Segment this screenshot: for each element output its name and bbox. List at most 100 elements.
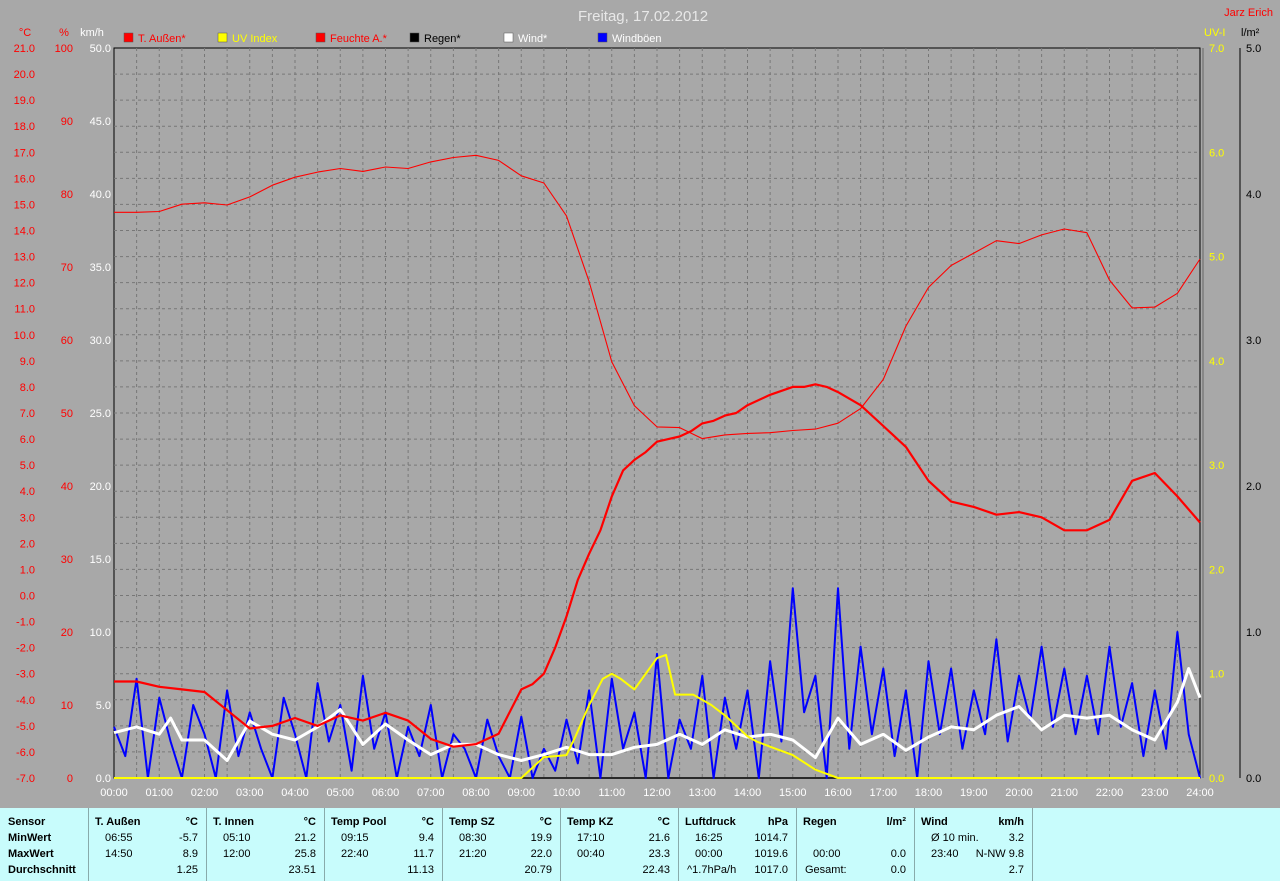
celsius-tick-label: 0.0 [20,591,35,603]
legend-label: Wind* [518,33,548,45]
percent-tick-label: 30 [61,554,73,566]
x-tick-label: 04:00 [281,787,309,799]
stats-column: Temp KZ °C 17:10 21.6 00:40 23.3 22.43 [561,808,679,881]
uv-tick-label: 1.0 [1209,669,1224,681]
max-value: 22.0 [530,848,552,860]
legend-label: UV Index [232,33,278,45]
column-unit: °C [303,816,316,828]
max-value: 25.8 [294,848,316,860]
column-name: Luftdruck [685,816,736,828]
legend-swatch [217,32,228,43]
avg-value: 0.0 [890,864,906,876]
stats-column: Regen l/m² 00:00 0.0 Gesamt: 0.0 [797,808,915,881]
stats-column: Luftdruck hPa 16:25 1014.7 00:00 1019.6 ^1.7hP… [679,808,797,881]
percent-tick-label: 70 [61,262,73,274]
legend-item: Regen* [409,32,461,45]
avg-value: 2.7 [1008,864,1024,876]
celsius-tick-label: 2.0 [20,538,35,550]
column-unit: hPa [767,816,788,828]
celsius-tick-label: -4.0 [16,695,35,707]
celsius-tick-label: -3.0 [16,669,35,681]
max-value: N-NW 9.8 [975,848,1024,860]
percent-tick-label: 90 [61,116,73,128]
kmh-tick-label: 5.0 [96,700,111,712]
x-tick-label: 06:00 [372,787,400,799]
x-tick-label: 11:00 [598,787,625,799]
celsius-tick-label: 15.0 [14,199,35,211]
celsius-tick-label: 3.0 [20,512,35,524]
rain-tick-label: 2.0 [1246,481,1261,493]
column-name: Temp Pool [331,816,387,828]
stats-column: Temp SZ °C 08:30 19.9 21:20 22.0 20.79 [443,808,561,881]
min-value: 21.6 [648,832,670,844]
x-tick-label: 09:00 [507,787,535,799]
stats-column: T. Außen °C 06:55 -5.7 14:50 8.9 1.25 [89,808,207,881]
celsius-tick-label: -6.0 [16,747,35,759]
x-tick-label: 12:00 [643,787,671,799]
x-tick-label: 10:00 [553,787,581,799]
celsius-tick-label: -2.0 [16,643,35,655]
celsius-tick-label: 9.0 [20,356,35,368]
x-tick-label: 07:00 [417,787,445,799]
x-tick-label: 16:00 [824,787,852,799]
x-tick-label: 05:00 [326,787,354,799]
legend-label: Regen* [424,33,461,45]
uv-tick-label: 3.0 [1209,460,1224,472]
stats-column: T. Innen °C 05:10 21.2 12:00 25.8 23.51 [207,808,325,881]
x-tick-label: 22:00 [1096,787,1124,799]
percent-tick-label: 80 [61,189,73,201]
series-line-uv-index [114,653,1200,779]
min-value: 3.2 [1008,832,1024,844]
celsius-tick-label: 14.0 [14,226,35,238]
min-time: 08:30 [459,832,487,844]
min-time: 06:55 [105,832,133,844]
uv-tick-label: 2.0 [1209,564,1224,576]
max-time: 21:20 [459,848,487,860]
x-tick-label: 19:00 [960,787,988,799]
max-value: 8.9 [182,848,198,860]
max-time: 12:00 [223,848,251,860]
min-time: 17:10 [577,832,605,844]
legend-label: Windböen [612,33,662,45]
kmh-tick-label: 50.0 [90,43,111,55]
celsius-tick-label: 6.0 [20,434,35,446]
min-time: 05:10 [223,832,251,844]
avg-value: 1.25 [176,864,198,876]
celsius-tick-label: 18.0 [14,121,35,133]
percent-tick-label: 60 [61,335,73,347]
celsius-tick-label: 5.0 [20,460,35,472]
row-label-min: MinWert [8,832,52,844]
column-unit: °C [421,816,434,828]
uv-tick-label: 0.0 [1209,773,1224,785]
max-value: 0.0 [890,848,906,860]
avg-value: 1017.0 [754,864,788,876]
x-tick-label: 14:00 [734,787,762,799]
rain-tick-label: 1.0 [1246,627,1261,639]
x-tick-label: 15:00 [779,787,807,799]
series-line-feuchte-a [114,154,1201,440]
row-label-max: MaxWert [8,848,54,860]
rain-tick-label: 4.0 [1246,189,1261,201]
uv-unit-label: UV-I [1204,27,1225,39]
axes: 00:00 01:00 02:00 03:00 04:00 05:00 06:00 07:00… [14,27,1262,799]
celsius-tick-label: 17.0 [14,147,35,159]
column-name: T. Außen [95,816,141,828]
x-tick-label: 21:00 [1050,787,1078,799]
chart-title: Freitag, 17.02.2012 [578,8,708,25]
uv-tick-label: 4.0 [1209,356,1224,368]
celsius-tick-label: 8.0 [20,382,35,394]
min-value: 19.9 [530,832,552,844]
min-value: 9.4 [418,832,434,844]
celsius-tick-label: -5.0 [16,721,35,733]
row-label-sensor: Sensor [8,816,46,828]
legend-swatch [503,32,514,43]
x-tick-label: 01:00 [145,787,173,799]
celsius-tick-label: 20.0 [14,69,35,81]
legend-label: T. Außen* [138,33,186,45]
legend-item: UV Index [217,32,278,45]
celsius-tick-label: -7.0 [16,773,35,785]
kmh-tick-label: 0.0 [96,773,111,785]
rain-tick-label: 3.0 [1246,335,1261,347]
uv-tick-label: 6.0 [1209,147,1224,159]
stats-column: Wind km/h Ø 10 min. 3.2 23:40 N-NW 9.8 2.7 [915,808,1033,881]
